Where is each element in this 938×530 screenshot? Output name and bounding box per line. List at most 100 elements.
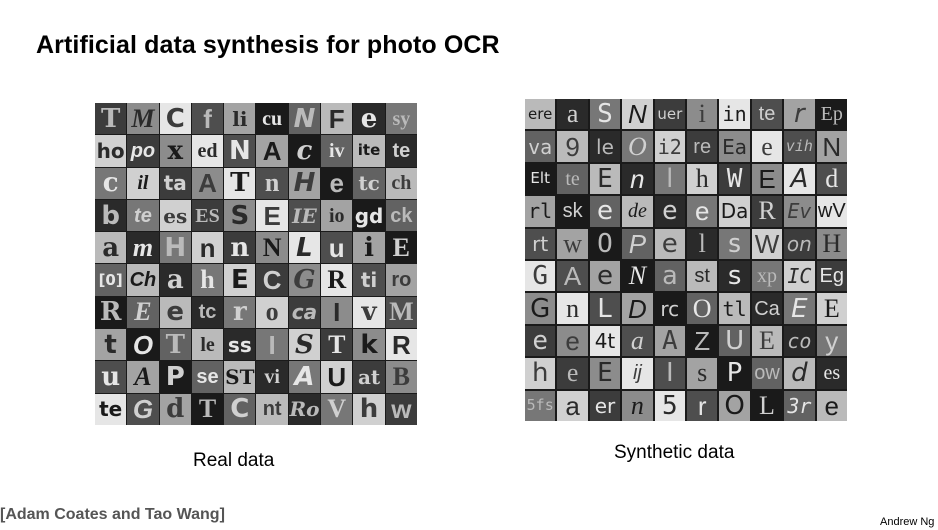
- synthetic-text-crop: s: [719, 260, 750, 292]
- synthetic-text-crop: rc: [654, 293, 685, 324]
- real-text-crop: M: [385, 296, 417, 329]
- real-text-crop: I: [256, 329, 288, 361]
- synthetic-text-crop: co: [784, 325, 815, 357]
- real-text-crop: gd: [353, 199, 385, 232]
- citation: [Adam Coates and Tao Wang]: [0, 506, 225, 523]
- synthetic-text-crop: n: [622, 163, 653, 195]
- synthetic-text-crop: A: [654, 325, 685, 357]
- synthetic-text-crop: le: [589, 131, 621, 162]
- synthetic-text-crop: s: [719, 228, 750, 259]
- slide-title: Artificial data synthesis for photo OCR: [36, 31, 500, 59]
- real-text-crop: tc: [191, 296, 224, 329]
- real-text-crop: C: [224, 393, 256, 425]
- synthetic-text-crop: tl: [719, 293, 750, 324]
- real-text-crop: ite: [353, 135, 385, 167]
- synthetic-text-crop: w: [557, 228, 588, 259]
- synthetic-text-crop: P: [719, 358, 750, 389]
- synthetic-text-crop: O: [719, 390, 750, 421]
- synthetic-text-crop: y: [816, 325, 847, 357]
- synthetic-text-crop: e: [751, 131, 783, 162]
- synthetic-text-crop: W: [719, 163, 750, 195]
- real-text-crop: tc: [353, 167, 385, 199]
- real-text-crop: f: [191, 103, 224, 135]
- synthetic-text-crop: Elt: [525, 163, 556, 195]
- real-text-crop: o: [256, 296, 288, 329]
- synthetic-text-crop: e: [816, 390, 847, 421]
- real-text-crop: N: [256, 232, 288, 264]
- real-text-crop: ES: [191, 199, 224, 232]
- synthetic-text-crop: e: [557, 358, 588, 389]
- synthetic-text-crop: 5fs: [525, 390, 556, 421]
- synthetic-text-crop: E: [751, 325, 783, 357]
- synthetic-text-crop: h: [686, 163, 718, 195]
- synthetic-text-crop: h: [525, 358, 556, 389]
- synthetic-text-crop: E: [784, 293, 815, 324]
- real-text-crop: F: [321, 103, 353, 135]
- synthetic-text-crop: G: [525, 260, 556, 292]
- synthetic-text-crop: e: [589, 260, 621, 292]
- synthetic-text-crop: s: [686, 358, 718, 389]
- real-text-crop: a: [95, 232, 127, 264]
- real-text-crop: S: [288, 329, 321, 361]
- synthetic-text-crop: E: [589, 163, 621, 195]
- real-text-crop: r: [224, 296, 256, 329]
- synthetic-text-crop: Ep: [816, 99, 847, 130]
- real-text-crop: il: [127, 167, 159, 199]
- real-text-crop: U: [321, 361, 353, 393]
- synthetic-text-crop: O: [589, 228, 621, 259]
- real-text-crop: nt: [256, 393, 288, 425]
- real-text-crop: P: [159, 361, 191, 393]
- synthetic-text-crop: e: [686, 196, 718, 227]
- real-text-crop: N: [224, 135, 256, 167]
- real-text-crop: le: [191, 329, 224, 361]
- synthetic-text-crop: 4t: [589, 325, 621, 357]
- synthetic-text-crop: st: [686, 260, 718, 292]
- real-text-crop: te: [127, 199, 159, 232]
- synthetic-text-crop: W: [751, 228, 783, 259]
- real-text-crop: cu: [256, 103, 288, 135]
- synthetic-text-crop: e: [654, 196, 685, 227]
- synthetic-text-crop: 9: [557, 131, 588, 162]
- real-text-crop: Ch: [127, 264, 159, 296]
- synthetic-text-crop: E: [589, 358, 621, 389]
- synthetic-text-crop: er: [589, 390, 621, 421]
- real-text-crop: n: [224, 232, 256, 264]
- real-text-crop: H: [159, 232, 191, 264]
- synthetic-text-crop: te: [751, 99, 783, 130]
- real-text-crop: H: [288, 167, 321, 199]
- real-text-crop: ho: [95, 135, 127, 167]
- synthetic-text-crop: n: [622, 390, 653, 421]
- synthetic-text-crop: ij: [622, 358, 653, 389]
- real-text-crop: E: [224, 264, 256, 296]
- real-text-crop: e: [353, 103, 385, 135]
- real-text-crop: k: [353, 329, 385, 361]
- synthetic-text-crop: N: [816, 131, 847, 162]
- synthetic-text-crop: wV: [816, 196, 847, 227]
- synthetic-text-crop: E: [751, 163, 783, 195]
- synthetic-text-crop: P: [622, 228, 653, 259]
- real-text-crop: ta: [159, 167, 191, 199]
- synthetic-text-crop: l: [686, 228, 718, 259]
- real-text-crop: es: [159, 199, 191, 232]
- real-text-crop: t: [95, 329, 127, 361]
- synthetic-text-crop: i: [686, 99, 718, 130]
- real-text-crop: c: [288, 135, 321, 167]
- synthetic-text-crop: n: [557, 293, 588, 324]
- real-text-crop: O: [127, 329, 159, 361]
- real-text-crop: R: [95, 296, 127, 329]
- synthetic-text-crop: L: [751, 390, 783, 421]
- synthetic-text-crop: Ca: [751, 293, 783, 324]
- real-text-crop: sy: [385, 103, 417, 135]
- synthetic-data-caption: Synthetic data: [614, 442, 735, 463]
- real-text-crop: N: [288, 103, 321, 135]
- real-text-crop: S: [224, 199, 256, 232]
- real-text-crop: T: [95, 103, 127, 135]
- synthetic-text-crop: A: [557, 260, 588, 292]
- real-text-crop: m: [127, 232, 159, 264]
- real-text-crop: ca: [288, 296, 321, 329]
- real-text-crop: B: [385, 361, 417, 393]
- real-text-crop: i: [353, 232, 385, 264]
- real-text-crop: Ro: [288, 393, 321, 425]
- synthetic-text-crop: 3r: [784, 390, 815, 421]
